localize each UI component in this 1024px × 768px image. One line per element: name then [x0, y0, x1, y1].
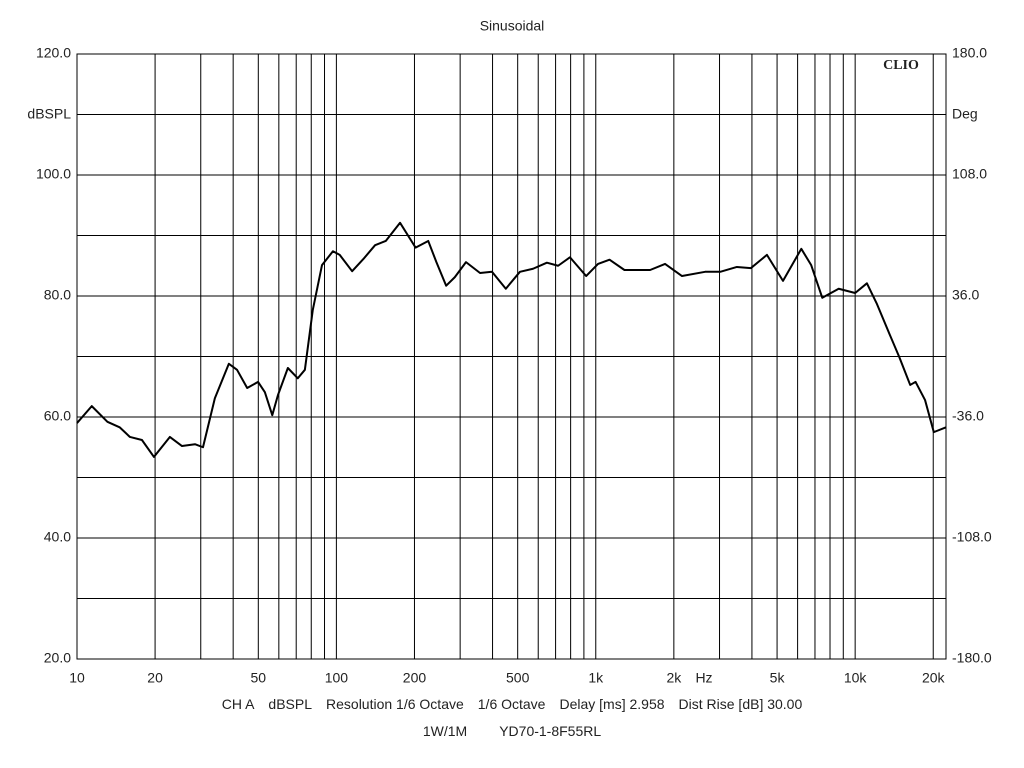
- footer-item: 1/6 Octave: [477, 696, 546, 712]
- footer-item: Delay [ms] 2.958: [559, 696, 665, 712]
- plot-frame: [76, 53, 947, 660]
- footer-item: CH A: [221, 696, 255, 712]
- x-tick-label: 100: [325, 670, 349, 686]
- y-tick-label: 20.0: [44, 650, 71, 666]
- y2-axis-label: Deg: [952, 106, 978, 122]
- x-tick-label: 5k: [770, 670, 786, 686]
- x-tick-label: 20: [147, 670, 163, 686]
- footer-item: dBSPL: [268, 696, 313, 712]
- y2-tick-label: 108.0: [952, 166, 987, 182]
- footer-line: 1W/1M YD70-1-8F55RL: [0, 723, 1024, 739]
- footer-item: 1W/1M: [422, 723, 468, 739]
- y2-tick-label: 36.0: [952, 287, 979, 303]
- footer-item: YD70-1-8F55RL: [499, 723, 602, 739]
- y2-tick-label: -180.0: [952, 650, 992, 666]
- y-tick-label: 80.0: [44, 287, 71, 303]
- x-tick-label: 50: [251, 670, 267, 686]
- footer-item: Dist Rise [dB] 30.00: [678, 696, 803, 712]
- x-tick-label: 200: [403, 670, 427, 686]
- y-axis-label: dBSPL: [27, 106, 71, 122]
- x-tick-label: 10: [69, 670, 85, 686]
- x-tick-label: 20k: [922, 670, 946, 686]
- x-tick-label: 2k: [666, 670, 682, 686]
- y-tick-label: 40.0: [44, 529, 71, 545]
- x-tick-label: 500: [506, 670, 530, 686]
- response-curve: [76, 221, 947, 458]
- watermark: CLIO: [883, 58, 919, 73]
- y-tick-label: 60.0: [44, 408, 71, 424]
- y2-tick-label: -108.0: [952, 529, 992, 545]
- y-tick-label: 100.0: [36, 166, 71, 182]
- footer-item: Resolution 1/6 Octave: [326, 696, 464, 712]
- chart-title: Sinusoidal: [480, 18, 545, 34]
- y2-tick-label: 180.0: [952, 45, 987, 61]
- y2-tick-label: -36.0: [952, 408, 984, 424]
- x-unit-label: Hz: [695, 670, 712, 686]
- footer-line: CH A dBSPL Resolution 1/6 Octave 1/6 Octave…: [0, 696, 1024, 712]
- x-tick-label: 10k: [844, 670, 868, 686]
- y-tick-label: 120.0: [36, 45, 71, 61]
- x-tick-label: 1k: [588, 670, 604, 686]
